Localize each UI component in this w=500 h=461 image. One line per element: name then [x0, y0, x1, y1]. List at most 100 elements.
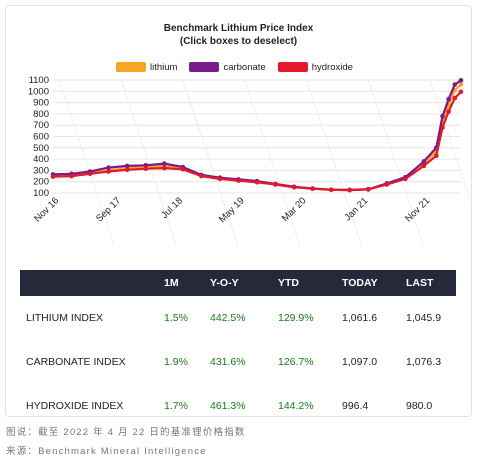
table-row: HYDROXIDE INDEX 1.7% 461.3% 144.2% 996.4…: [20, 384, 456, 416]
row-name: HYDROXIDE INDEX: [26, 400, 124, 412]
row-today: 1,097.0: [342, 356, 378, 368]
row-name: LITHIUM INDEX: [26, 312, 104, 324]
legend-label-hydroxide: hydroxide: [311, 61, 353, 73]
data-point-carbonate: [106, 165, 111, 170]
data-point-hydroxide: [69, 173, 74, 179]
data-point-hydroxide: [446, 109, 451, 114]
x-grid-line: [120, 79, 177, 246]
figure-caption: 图说：截至 2022 年 4 月 22 日的基准锂价格指数: [6, 427, 246, 438]
y-tick-label: 500: [33, 143, 49, 154]
data-point-carbonate: [124, 163, 130, 169]
data-point-carbonate: [143, 163, 148, 168]
data-point-hydroxide: [254, 180, 260, 185]
chart-card: Benchmark Lithium Price Index (Click box…: [5, 5, 472, 417]
y-tick-label: 400: [33, 154, 49, 165]
chart-subtitle: (Click boxes to deselect): [179, 36, 298, 47]
row-yoy: 461.3%: [210, 400, 246, 412]
x-tick-label: Nov 21: [403, 195, 432, 224]
data-point-carbonate: [440, 113, 445, 119]
legend-item-carbonate[interactable]: carbonate: [189, 61, 266, 73]
data-point-hydroxide: [421, 163, 427, 169]
data-point-hydroxide: [273, 182, 278, 187]
y-tick-label: 600: [33, 132, 49, 143]
row-1m: 1.9%: [164, 356, 188, 368]
data-point-hydroxide: [180, 167, 186, 172]
legend-item-lithium[interactable]: lithium: [116, 62, 177, 73]
data-point-carbonate: [421, 159, 427, 164]
row-last: 1,045.9: [406, 312, 442, 324]
y-tick-label: 900: [33, 98, 49, 109]
table-header-last: LAST: [400, 270, 456, 296]
y-tick-label: 100: [33, 188, 49, 199]
price-index-table: 1M Y-O-Y YTD TODAY LAST LITHIUM INDEX 1.…: [20, 270, 456, 416]
data-point-hydroxide: [50, 174, 56, 179]
row-ytd: 129.9%: [278, 312, 314, 324]
data-point-carbonate: [162, 161, 167, 166]
x-grid-line: [182, 79, 239, 246]
data-point-carbonate: [458, 78, 464, 83]
row-yoy: 442.5%: [210, 312, 246, 324]
data-point-hydroxide: [124, 167, 130, 173]
figure-source: 来源：Benchmark Mineral Intelligence: [6, 446, 207, 457]
table-header-yoy: Y-O-Y: [204, 270, 272, 296]
table-header-1m: 1M: [158, 270, 204, 296]
data-point-hydroxide: [236, 178, 241, 183]
legend-label-carbonate: carbonate: [223, 61, 266, 73]
y-tick-label: 700: [33, 120, 49, 131]
chart-title: Benchmark Lithium Price Index: [163, 23, 314, 34]
y-tick-label: 300: [33, 165, 49, 176]
data-point-hydroxide: [162, 165, 167, 171]
y-tick-label: 200: [33, 177, 49, 188]
chart-area: Benchmark Lithium Price Index (Click box…: [6, 6, 471, 264]
x-tick-label: May 19: [217, 195, 247, 225]
legend-swatch-carbonate: [189, 62, 220, 72]
data-point-hydroxide: [291, 185, 297, 190]
y-tick-label: 800: [33, 109, 49, 120]
series-line-hydroxide: [52, 91, 462, 191]
row-last: 1,076.3: [406, 356, 442, 368]
data-point-hydroxide: [310, 186, 315, 191]
data-point-hydroxide: [403, 176, 408, 182]
data-point-hydroxide: [106, 169, 111, 174]
data-point-hydroxide: [199, 173, 204, 179]
x-tick-label: Jul 18: [159, 195, 185, 221]
x-grid-line: [429, 79, 471, 205]
row-ytd: 144.2%: [278, 400, 314, 412]
row-1m: 1.7%: [164, 400, 188, 412]
row-today: 996.4: [342, 400, 369, 412]
legend-item-hydroxide[interactable]: hydroxide: [277, 61, 353, 73]
data-point-carbonate: [452, 82, 458, 87]
table-header-ytd: YTD: [272, 270, 336, 296]
y-tick-label: 1100: [29, 75, 49, 86]
data-point-hydroxide: [87, 171, 93, 177]
data-point-hydroxide: [440, 125, 445, 130]
x-grid-line: [244, 79, 301, 246]
x-tick-label: Nov 16: [32, 195, 61, 224]
row-yoy: 431.6%: [210, 356, 246, 368]
x-grid-line: [58, 79, 115, 246]
row-1m: 1.5%: [164, 312, 188, 324]
data-point-hydroxide: [366, 186, 371, 192]
x-grid-line: [305, 79, 362, 246]
chart-legend: lithium carbonate hydroxide: [116, 60, 365, 74]
data-point-hydroxide: [452, 95, 458, 101]
legend-swatch-hydroxide: [277, 62, 308, 72]
y-tick-label: 1000: [28, 86, 49, 97]
data-point-hydroxide: [143, 166, 148, 171]
data-point-hydroxide: [384, 182, 390, 187]
x-tick-label: Sep 17: [94, 195, 123, 224]
row-today: 1,061.6: [342, 312, 378, 324]
data-point-lithium: [458, 82, 464, 87]
data-point-hydroxide: [434, 153, 439, 158]
table-header-today: TODAY: [336, 270, 400, 296]
data-point-hydroxide: [458, 89, 464, 95]
row-last: 980.0: [406, 400, 433, 412]
data-point-hydroxide: [328, 187, 334, 193]
row-ytd: 126.7%: [278, 356, 314, 368]
table-row: LITHIUM INDEX 1.5% 442.5% 129.9% 1,061.6…: [20, 296, 456, 340]
table-row: CARBONATE INDEX 1.9% 431.6% 126.7% 1,097…: [20, 340, 456, 384]
x-grid-line: [367, 79, 424, 246]
legend-swatch-lithium: [116, 62, 146, 72]
legend-label-lithium: lithium: [150, 61, 178, 73]
